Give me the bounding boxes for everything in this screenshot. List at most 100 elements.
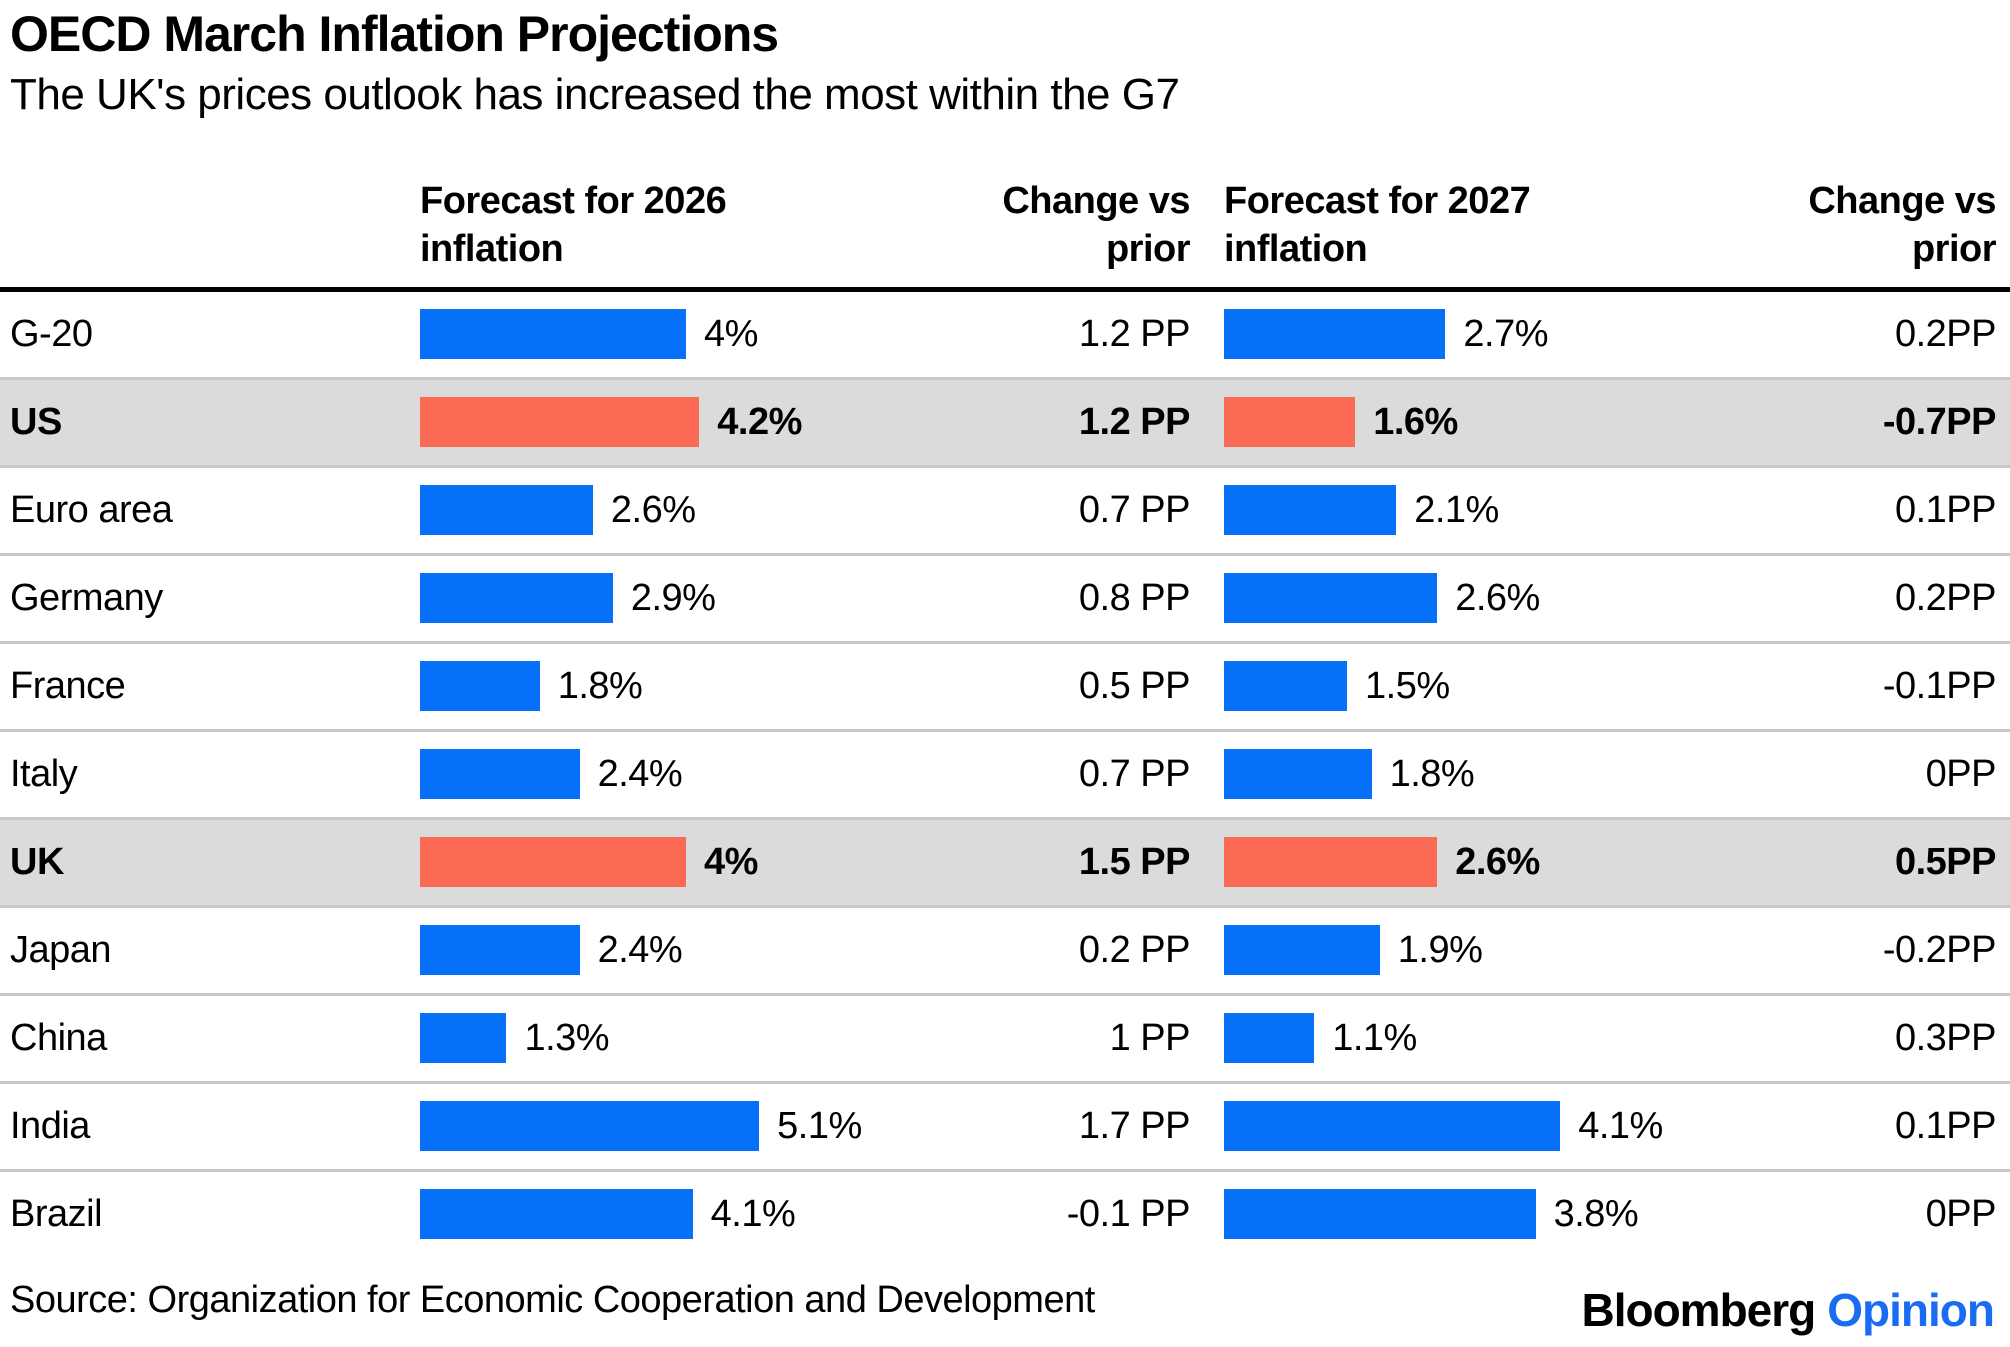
brand-logo: Bloomberg Opinion: [1581, 1283, 1995, 1337]
forecast-2027-cell: 1.8%: [1224, 749, 1660, 800]
change-2026-value: 1.7 PP: [1078, 1104, 1191, 1147]
forecast-2026-bar: [420, 661, 540, 712]
change-2027-value: 0.3PP: [1894, 1016, 1997, 1059]
forecast-2026-bar: [420, 573, 613, 624]
forecast-2027-bar: [1224, 1101, 1561, 1152]
forecast-2026-cell: 2.4%: [420, 749, 860, 800]
forecast-2026-cell: 5.1%: [420, 1101, 862, 1152]
table-row: Brazil 4.1% -0.1 PP 3.8% 0PP: [0, 1168, 2010, 1257]
forecast-2026-value: 2.4%: [597, 928, 683, 971]
forecast-2027-value: 4.1%: [1578, 1104, 1663, 1147]
change-2027-value: 0.2PP: [1894, 312, 1997, 355]
table-row: Italy 2.4% 0.7 PP 1.8% 0PP: [0, 728, 2010, 817]
change-2026-value: 0.7 PP: [1078, 488, 1191, 531]
change-2026-value: 1.5 PP: [1078, 840, 1191, 883]
page-title: OECD March Inflation Projections: [10, 6, 779, 62]
column-header-change-2026: Change vs prior: [860, 177, 1190, 273]
table-row: US 4.2% 1.2 PP 1.6% -0.7PP: [0, 376, 2010, 465]
forecast-2026-value: 2.9%: [630, 576, 716, 619]
table-row: China 1.3% 1 PP 1.1% 0.3PP: [0, 992, 2010, 1081]
change-2026-value: -0.1 PP: [1066, 1192, 1191, 1235]
forecast-2026-cell: 2.6%: [420, 485, 860, 536]
row-label: Japan: [10, 928, 112, 971]
forecast-2026-cell: 2.4%: [420, 925, 860, 976]
forecast-2026-bar: [420, 1013, 507, 1064]
forecast-2026-cell: 4%: [420, 309, 860, 360]
forecast-2027-bar: [1224, 1013, 1315, 1064]
forecast-2026-value: 1.3%: [524, 1016, 610, 1059]
forecast-2027-cell: 2.7%: [1224, 309, 1660, 360]
row-label: India: [10, 1104, 90, 1147]
change-2026-value: 0.7 PP: [1078, 752, 1191, 795]
row-label: US: [10, 400, 62, 443]
forecast-2026-cell: 4.1%: [420, 1189, 860, 1240]
forecast-2026-bar: [420, 485, 593, 536]
column-header-line: Forecast for 2026: [420, 179, 727, 222]
column-header-forecast-2027: Forecast for 2027 inflation: [1224, 177, 1660, 273]
table-row: UK 4% 1.5 PP 2.6% 0.5PP: [0, 816, 2010, 905]
forecast-2026-value: 4%: [704, 312, 758, 355]
forecast-2026-value: 4.2%: [717, 400, 802, 443]
forecast-2027-value: 1.1%: [1332, 1016, 1417, 1059]
column-header-change-2027: Change vs prior: [1660, 177, 2010, 273]
table-row: Germany 2.9% 0.8 PP 2.6% 0.2PP: [0, 552, 2010, 641]
change-2026-value: 1 PP: [1109, 1016, 1191, 1059]
table-body: G-20 4% 1.2 PP 2.7% 0.2PP US 4.2% 1.2 PP…: [0, 292, 2010, 1257]
change-2027-value: -0.7PP: [1882, 400, 1997, 443]
forecast-2027-bar: [1224, 309, 1446, 360]
brand-opinion: Opinion: [1827, 1284, 1995, 1336]
forecast-2027-bar: [1224, 749, 1372, 800]
forecast-2027-value: 2.1%: [1414, 488, 1499, 531]
change-2026-value: 0.5 PP: [1078, 664, 1191, 707]
change-2027-value: 0.1PP: [1894, 1104, 1997, 1147]
forecast-2026-value: 4%: [704, 840, 758, 883]
table-header-row: Forecast for 2026 inflation Change vs pr…: [0, 119, 2010, 292]
forecast-2027-bar: [1224, 925, 1380, 976]
forecast-2026-value: 2.6%: [610, 488, 696, 531]
forecast-2027-cell: 1.1%: [1224, 1013, 1660, 1064]
forecast-2027-cell: 1.6%: [1224, 397, 1660, 448]
forecast-2027-bar: [1224, 837, 1438, 888]
row-label: G-20: [10, 312, 93, 355]
forecast-2026-bar: [420, 1101, 760, 1152]
forecast-2027-cell: 2.6%: [1224, 573, 1660, 624]
table-row: G-20 4% 1.2 PP 2.7% 0.2PP: [0, 292, 2010, 377]
row-label: Italy: [10, 752, 78, 795]
forecast-2027-cell: 2.6%: [1224, 837, 1660, 888]
forecast-2026-bar: [420, 837, 686, 888]
row-label: China: [10, 1016, 107, 1059]
forecast-2026-value: 4.1%: [710, 1192, 796, 1235]
forecast-2026-cell: 4.2%: [420, 397, 860, 448]
forecast-2026-bar: [420, 749, 580, 800]
change-2027-value: 0.2PP: [1894, 576, 1997, 619]
forecast-2027-value: 1.5%: [1365, 664, 1450, 707]
forecast-2027-bar: [1224, 661, 1347, 712]
forecast-2027-bar: [1224, 485, 1397, 536]
forecast-2027-cell: 1.9%: [1224, 925, 1660, 976]
change-2027-value: -0.1PP: [1882, 664, 1997, 707]
forecast-2027-value: 2.7%: [1463, 312, 1549, 355]
row-label: Euro area: [10, 488, 173, 531]
forecast-2027-cell: 1.5%: [1224, 661, 1660, 712]
forecast-2026-value: 5.1%: [777, 1104, 862, 1147]
table-row: Euro area 2.6% 0.7 PP 2.1% 0.1PP: [0, 464, 2010, 553]
row-label: UK: [10, 840, 64, 883]
forecast-2027-value: 1.9%: [1397, 928, 1483, 971]
forecast-2026-bar: [420, 397, 700, 448]
forecast-2027-bar: [1224, 1189, 1536, 1240]
change-2026-value: 1.2 PP: [1078, 312, 1191, 355]
forecast-2027-bar: [1224, 573, 1438, 624]
row-label: Brazil: [10, 1192, 103, 1235]
table-row: Japan 2.4% 0.2 PP 1.9% -0.2PP: [0, 904, 2010, 993]
forecast-2027-value: 2.6%: [1455, 576, 1540, 619]
forecast-2026-value: 2.4%: [597, 752, 683, 795]
column-header-line: prior: [1911, 227, 1997, 270]
change-2026-value: 1.2 PP: [1078, 400, 1191, 443]
change-2027-value: 0PP: [1925, 1192, 1997, 1235]
change-2027-value: 0PP: [1925, 752, 1997, 795]
source-note: Source: Organization for Economic Cooper…: [10, 1278, 1095, 1321]
column-header-line: Change vs: [1002, 179, 1190, 222]
column-header-line: inflation: [1224, 227, 1368, 270]
forecast-2027-cell: 3.8%: [1224, 1189, 1660, 1240]
